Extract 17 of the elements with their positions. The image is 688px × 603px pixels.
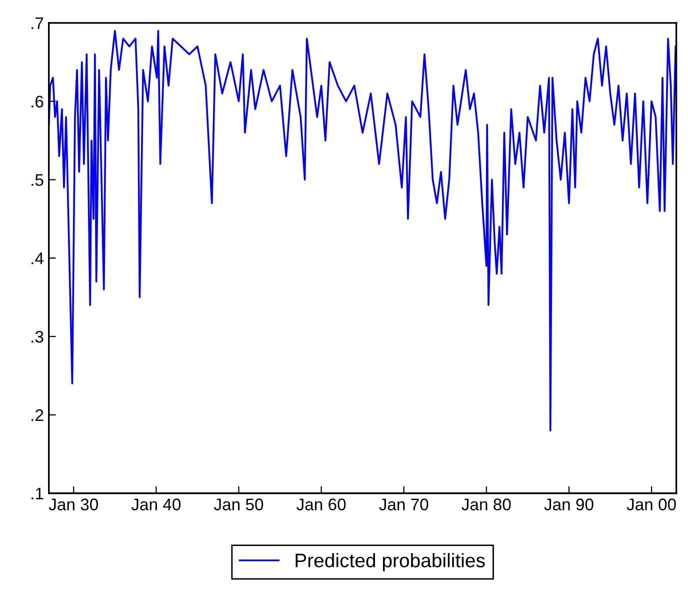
y-tick-label: .4	[32, 252, 44, 264]
x-tick-label: Jan 90	[544, 498, 594, 510]
x-tick-label: Jan 70	[379, 498, 428, 510]
x-tick-label: Jan 00	[626, 498, 676, 510]
x-tick-label: Jan 60	[296, 498, 346, 510]
y-tick-label: .1	[32, 488, 44, 500]
x-tick-label: Jan 30	[48, 498, 98, 510]
y-tick-label: .3	[32, 330, 44, 343]
y-tick-label: .6	[32, 96, 44, 108]
x-tick-label: Jan 50	[214, 498, 264, 510]
x-tick-label: Jan 80	[462, 498, 511, 510]
y-tick-label: .5	[32, 174, 44, 186]
y-tick-label: .2	[32, 409, 44, 421]
y-tick-label: .7	[32, 17, 44, 29]
line-series	[48, 30, 676, 432]
legend-label: Predicted probabilities	[296, 553, 485, 572]
x-tick-label: Jan 40	[131, 498, 181, 510]
